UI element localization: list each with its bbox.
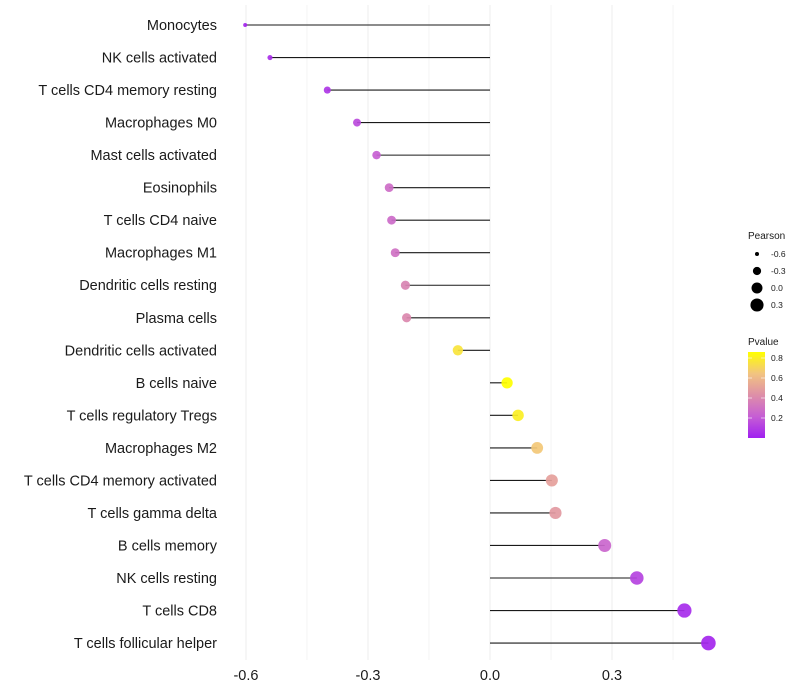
lollipop-point [512,409,524,422]
legend-pearson-title: Pearson [748,231,785,242]
x-axis-labels: -0.6 -0.3 0.0 0.3 [233,668,622,684]
lollipop-point [701,635,716,651]
legend-pearson: Pearson -0.6 -0.3 0.0 0.3 [748,231,786,312]
y-axis-label: T cells regulatory Tregs [67,408,217,424]
y-axis-label: Monocytes [147,18,217,34]
grid-lines [245,5,674,660]
lollipop-point [598,538,612,552]
colorbar-label: 0.8 [771,353,783,363]
legend-size-label: 0.3 [771,300,783,310]
lollipop-point [501,377,513,389]
y-axis-label: Plasma cells [136,311,217,327]
colorbar-label: 0.6 [771,373,783,383]
y-axis-labels: Monocytes NK cells activated T cells CD4 m… [24,18,218,652]
lollipop-point [545,474,558,487]
colorbar-label: 0.2 [771,413,783,423]
x-axis-tick-label: 0.3 [602,668,622,684]
x-axis-tick-label: -0.3 [355,668,380,684]
legend-size-label: -0.6 [771,249,786,259]
legend-pvalue: Pvalue 0.8 0.6 0.4 0.2 [748,337,783,438]
y-axis-label: T cells CD4 memory resting [38,83,217,99]
y-axis-label: Mast cells activated [90,148,217,164]
legend-pvalue-title: Pvalue [748,337,779,348]
y-axis-label: T cells follicular helper [74,636,217,652]
y-axis-label: T cells CD8 [142,604,217,620]
y-axis-label: NK cells resting [116,571,217,587]
y-axis-label: B cells naive [136,376,217,392]
lollipop-point [452,345,464,356]
y-axis-label: Macrophages M2 [105,441,217,457]
x-axis-tick-label: -0.6 [233,668,258,684]
lollipop-point [677,603,692,618]
legend-size-label: 0.0 [771,283,783,293]
lollipop-point [267,54,273,61]
y-axis-label: Macrophages M1 [105,246,217,262]
y-axis-label: B cells memory [118,538,218,554]
legend-size-key [755,252,759,256]
lollipop-point [390,248,400,258]
legend-size-key [751,282,763,294]
legend-size-key [750,298,764,312]
lollipop-point [353,118,361,127]
y-axis-label: Macrophages M0 [105,116,217,132]
lollipop-point [387,215,396,225]
lollipop-point [402,313,412,323]
lollipop-point [323,86,331,94]
y-axis-label: NK cells activated [102,51,217,67]
pvalue-colorbar [748,352,765,438]
y-axis-label: T cells CD4 naive [104,213,217,229]
lollipop-stems [245,24,709,644]
lollipop-point [400,280,410,290]
lollipop-points [243,23,716,651]
legend-size-label: -0.3 [771,266,786,276]
colorbar-label: 0.4 [771,393,783,403]
lollipop-point [372,150,381,160]
x-axis-tick-label: 0.0 [480,668,500,684]
lollipop-point [630,571,644,585]
lollipop-point [549,506,562,520]
y-axis-label: Eosinophils [143,181,217,197]
y-axis-label: Dendritic cells resting [79,278,217,294]
y-axis-label: Dendritic cells activated [65,343,217,359]
lollipop-point [243,23,248,27]
legend-size-key [752,266,762,276]
y-axis-label: T cells gamma delta [88,506,218,522]
lollipop-point [531,441,544,454]
lollipop-point [384,183,394,193]
y-axis-label: T cells CD4 memory activated [24,473,217,489]
